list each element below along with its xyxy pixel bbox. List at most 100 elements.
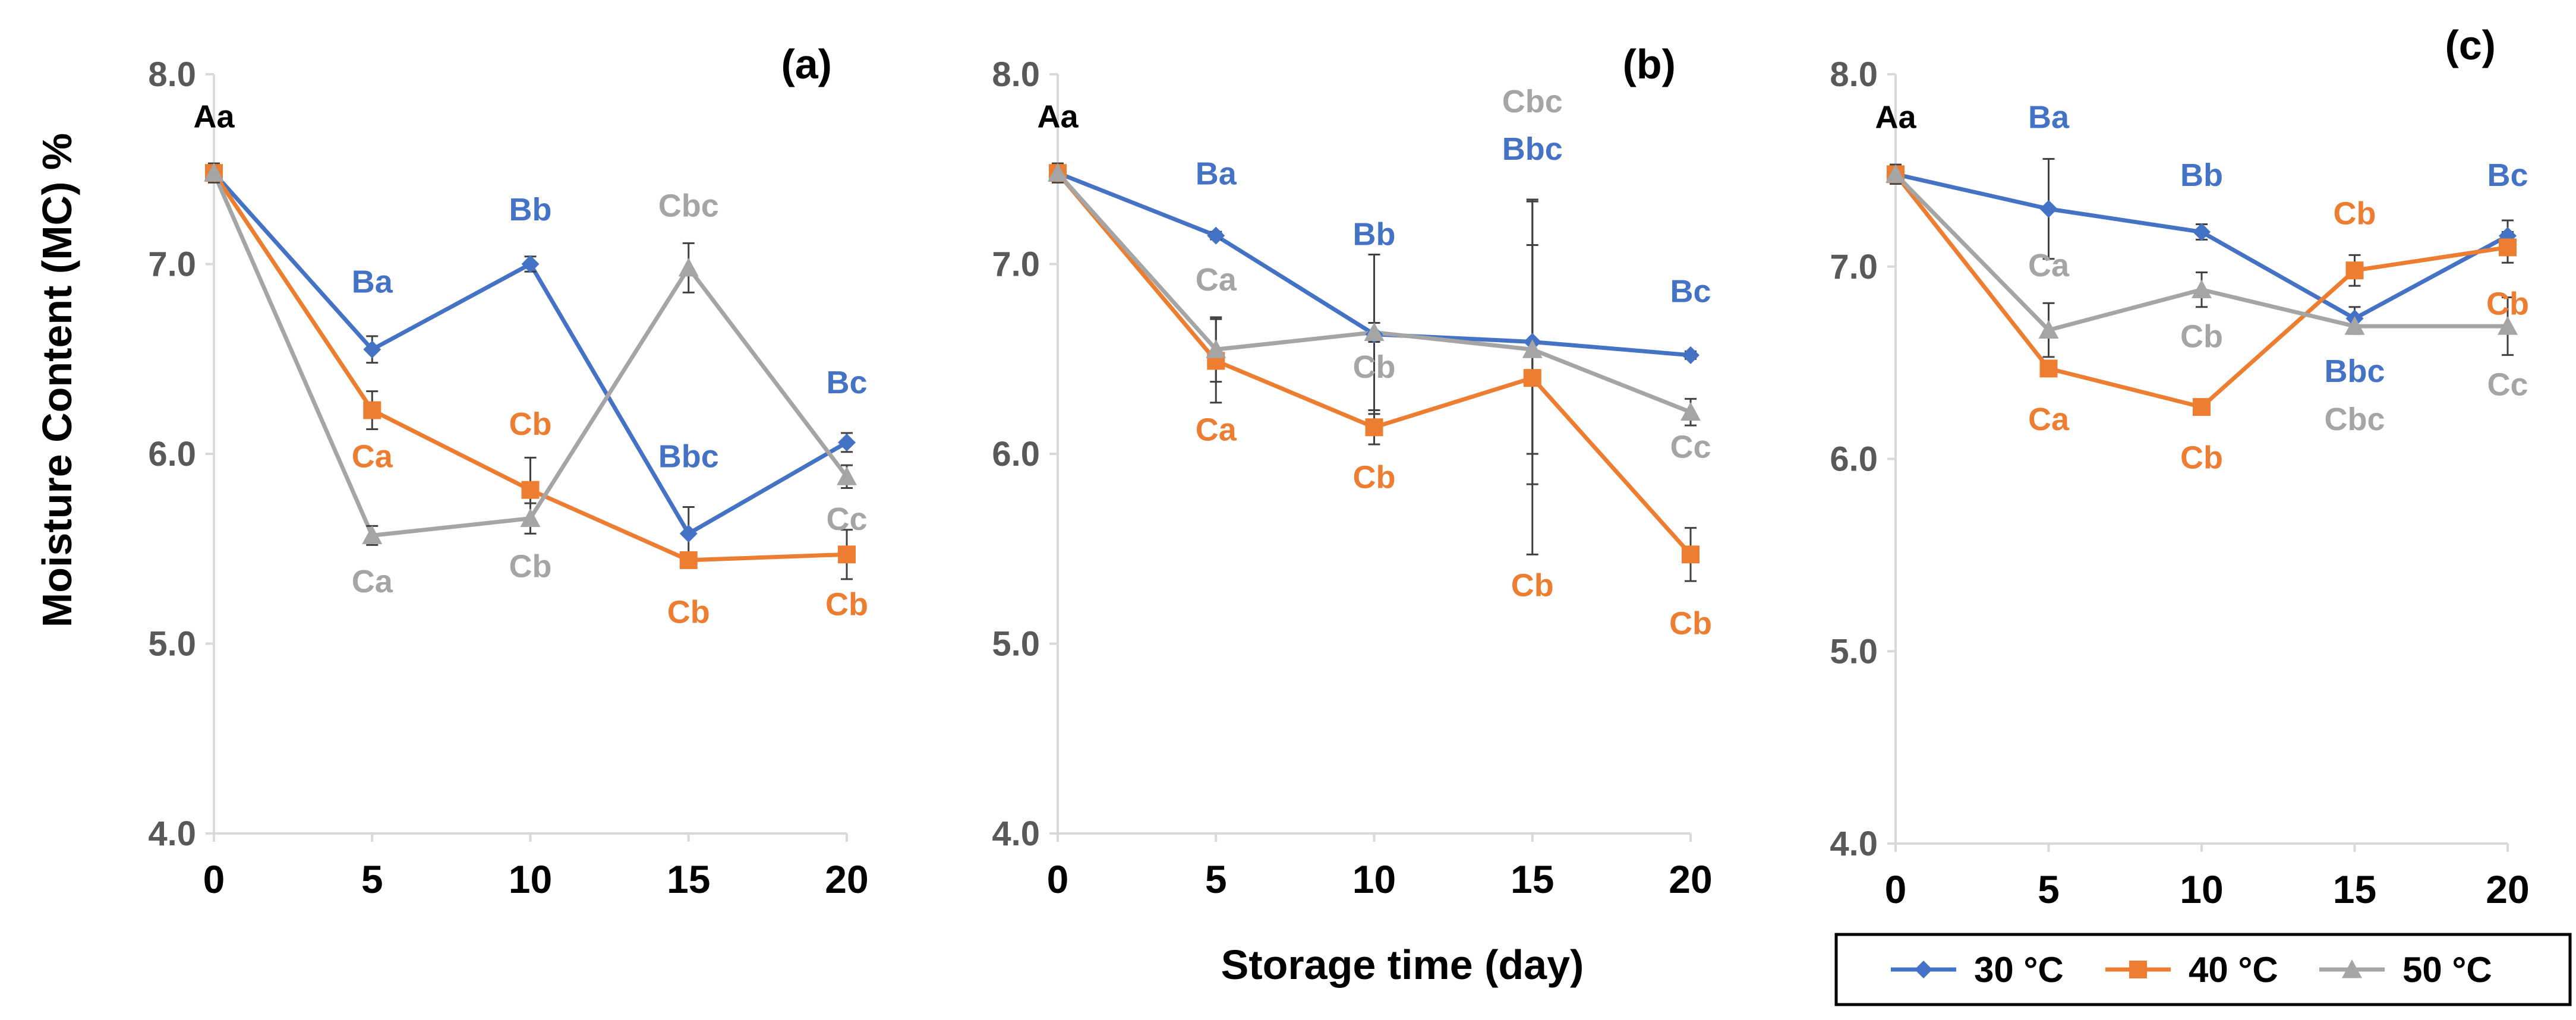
data-point [204, 163, 224, 182]
data-point [362, 525, 383, 544]
data-label: Ba [352, 264, 393, 299]
data-point [837, 466, 857, 485]
data-label: Cb [1669, 606, 1712, 642]
x-tick-label: 20 [1669, 857, 1712, 901]
y-tick-label: 5.0 [1830, 632, 1878, 671]
data-label: Ca [2028, 402, 2070, 437]
data-point [2193, 398, 2211, 416]
data-point [363, 340, 381, 359]
data-label: Bbc [1502, 131, 1563, 167]
data-label: Bc [1670, 273, 1711, 309]
data-label: Bbc [2324, 353, 2385, 389]
data-point [2039, 359, 2058, 378]
data-label: Bc [826, 365, 867, 400]
data-label: Cb [2486, 286, 2529, 322]
y-tick-label: 5.0 [148, 625, 196, 664]
data-point [1206, 339, 1226, 358]
x-tick-label: 10 [509, 857, 552, 901]
panel-label: (a) [781, 41, 832, 87]
data-label: Ca [352, 564, 393, 599]
data-label: Aa [1037, 99, 1079, 134]
x-tick-label: 0 [1885, 867, 1907, 911]
data-label: Bc [2487, 157, 2528, 193]
data-label: Cc [826, 501, 867, 537]
x-tick-label: 15 [1511, 857, 1554, 901]
data-point [1207, 226, 1225, 245]
data-label: Cb [825, 587, 868, 623]
data-point [679, 551, 698, 569]
legend-label: 40 °C [2189, 950, 2278, 990]
data-label: Cc [1670, 429, 1711, 465]
x-tick-label: 15 [667, 857, 710, 901]
x-tick-label: 10 [1352, 857, 1396, 901]
data-point [1048, 163, 1068, 182]
x-tick-label: 5 [2038, 867, 2060, 911]
data-label: Ba [2028, 100, 2070, 135]
data-point [1682, 346, 1700, 364]
data-label: Bb [1353, 217, 1396, 252]
y-tick-label: 4.0 [1830, 825, 1878, 863]
data-label: Ca [1196, 262, 1237, 298]
data-label: Aa [1875, 100, 1916, 135]
data-label: Bbc [658, 438, 719, 474]
legend-entry: 50 °C [2319, 950, 2492, 990]
y-tick-label: 7.0 [148, 245, 196, 284]
data-point [520, 508, 541, 528]
x-tick-label: 0 [1047, 857, 1069, 901]
y-tick-label: 8.0 [148, 55, 196, 94]
data-label: Cb [2180, 440, 2223, 476]
data-label: Ca [1196, 412, 1237, 448]
data-label: Ca [2028, 248, 2070, 283]
chart-panels: 4.0 5.0 6.0 7.0 8.0 0 5 10 15 20 (a) Aa Ba Bb Bbc Bc Ca C… [148, 22, 2529, 911]
data-label: Cb [509, 406, 552, 442]
x-tick-label: 20 [825, 857, 868, 901]
panel-b: 4.0 5.0 6.0 7.0 8.0 0 5 10 15 20 (b) Aa Ba Bb Bbc Bc Ca C… [992, 41, 1712, 901]
panel-a: 4.0 5.0 6.0 7.0 8.0 0 5 10 15 20 (a) Aa Ba Bb Bbc Bc Ca C… [148, 41, 868, 901]
x-tick-label: 5 [1205, 857, 1227, 901]
y-tick-label: 6.0 [148, 435, 196, 473]
y-tick-label: 8.0 [992, 55, 1040, 94]
data-label: Cb [1353, 460, 1396, 495]
y-tick-label: 5.0 [992, 625, 1040, 664]
legend: 30 °C 40 °C 50 °C [1834, 933, 2572, 1006]
data-point [521, 481, 540, 499]
data-point [838, 545, 856, 564]
data-label: Cbc [1502, 84, 1563, 119]
y-tick-label: 4.0 [992, 814, 1040, 853]
data-point [2192, 279, 2212, 299]
y-tick-label: 4.0 [148, 814, 196, 853]
y-tick-label: 6.0 [1830, 440, 1878, 479]
legend-marker [1915, 961, 1932, 978]
x-tick-label: 15 [2333, 867, 2376, 911]
data-point [1682, 545, 1700, 564]
panel-label: (c) [2445, 22, 2496, 68]
data-point [2499, 238, 2517, 257]
data-label: Ca [352, 438, 393, 474]
data-point [679, 525, 698, 543]
x-tick-label: 0 [203, 857, 225, 901]
data-point [2193, 223, 2211, 241]
data-point [2498, 316, 2518, 335]
y-tick-label: 6.0 [992, 435, 1040, 473]
data-point [838, 433, 856, 451]
data-point [2039, 200, 2058, 218]
legend-marker [2129, 961, 2147, 978]
panel-c: 4.0 5.0 6.0 7.0 8.0 0 5 10 15 20 (c) Aa Ba Bb Bbc Bc Ca C… [1830, 22, 2529, 911]
y-tick-label: 8.0 [1830, 55, 1878, 94]
data-point [1364, 322, 1385, 341]
x-tick-label: 20 [2486, 867, 2529, 911]
data-label: Cb [1353, 349, 1396, 385]
x-tick-label: 10 [2180, 867, 2223, 911]
data-label: Cb [2180, 319, 2223, 355]
data-label: Cb [509, 549, 552, 585]
data-label: Cbc [2324, 402, 2385, 437]
data-point [2038, 320, 2059, 339]
data-point [678, 257, 699, 277]
legend-entry: 40 °C [2105, 950, 2278, 990]
x-axis-label: Storage time (day) [1221, 942, 1584, 988]
data-point [2344, 316, 2365, 335]
data-point [1523, 369, 1541, 387]
y-tick-label: 7.0 [1830, 248, 1878, 286]
data-point [1522, 339, 1543, 358]
data-label: Cbc [658, 188, 719, 224]
